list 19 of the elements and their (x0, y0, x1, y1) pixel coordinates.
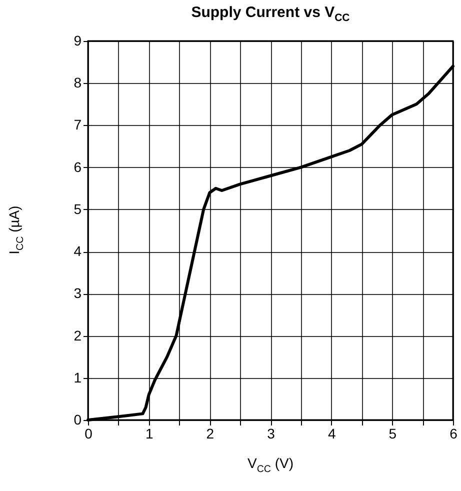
x-tick-label: 0 (84, 426, 93, 442)
x-tick-label: 5 (388, 426, 397, 442)
y-tick-label: 3 (74, 285, 82, 302)
y-tick-label: 1 (74, 369, 82, 386)
y-tick-label: 5 (74, 200, 82, 217)
chart-title: Supply Current vs V$_{CC}$ (190, 4, 351, 24)
x-tick-label: 4 (328, 426, 336, 442)
y-tick-label: 4 (74, 243, 82, 260)
y-tick-label: 7 (74, 116, 82, 133)
y-tick-label: 2 (74, 327, 82, 344)
x-tick-label: 1 (145, 426, 154, 442)
y-tick-label: 6 (74, 158, 82, 175)
x-tick-label: 2 (206, 426, 214, 442)
y-tick-label: 0 (74, 412, 82, 428)
y-tick-label: 9 (74, 32, 82, 48)
x-tick-label: 6 (450, 426, 458, 442)
y-tick-label: 8 (74, 74, 82, 91)
x-tick-label: 3 (267, 426, 276, 442)
x-axis-title: V$_{CC}$ (V) (246, 455, 295, 475)
